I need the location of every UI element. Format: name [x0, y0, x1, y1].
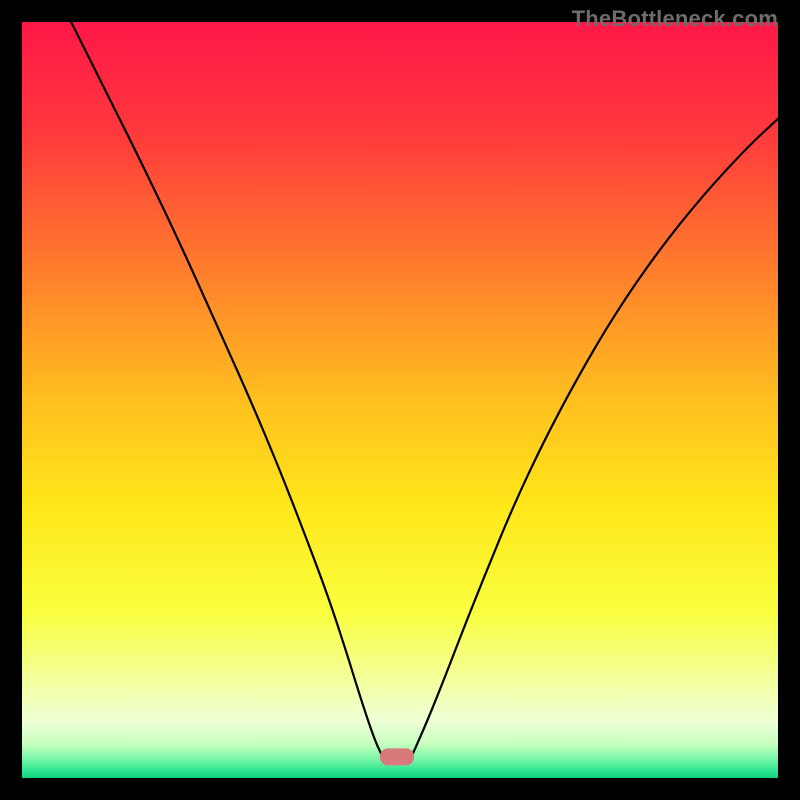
- watermark-text: TheBottleneck.com: [572, 6, 778, 32]
- valley-marker: [380, 748, 414, 765]
- bottleneck-chart: [0, 0, 800, 800]
- chart-root: { "watermark": { "text": "TheBottleneck.…: [0, 0, 800, 800]
- gradient-background: [22, 22, 778, 778]
